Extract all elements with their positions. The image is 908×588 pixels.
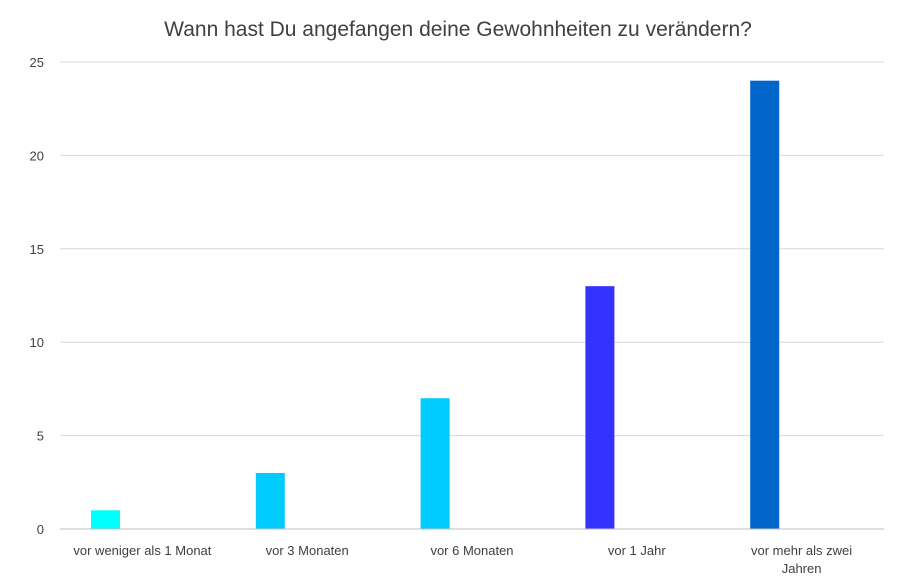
y-tick-label: 10: [30, 335, 44, 350]
x-tick-label: vor weniger als 1 Monat: [73, 543, 211, 558]
bar: [585, 286, 615, 529]
x-tick-label-line: vor 6 Monaten: [430, 543, 513, 558]
x-tick-label: vor 6 Monaten: [430, 543, 513, 558]
x-tick-label-line: vor mehr als zwei: [751, 543, 852, 558]
y-tick-label: 0: [37, 522, 44, 537]
bar: [750, 80, 780, 530]
chart-title: Wann hast Du angefangen deine Gewohnheit…: [164, 18, 752, 41]
x-tick-label-line: Jahren: [782, 561, 822, 576]
x-tick-label: vor mehr als zwei Jahren: [751, 543, 852, 576]
x-tick-label-line: vor 3 Monaten: [266, 543, 349, 558]
y-tick-label: 5: [37, 429, 44, 444]
x-tick-label: vor 3 Monaten: [266, 543, 349, 558]
x-axis-labels: vor weniger als 1 Monat vor 3 Monaten vor …: [73, 543, 852, 576]
bar: [420, 398, 450, 529]
gridlines: [60, 61, 884, 437]
bars: [91, 80, 780, 530]
bar: [255, 472, 285, 529]
x-tick-label-line: vor 1 Jahr: [608, 543, 666, 558]
x-tick-label: vor 1 Jahr: [608, 543, 666, 558]
y-tick-label: 20: [30, 148, 44, 163]
x-tick-label-line: vor weniger als 1 Monat: [73, 543, 211, 558]
bar: [91, 510, 120, 529]
y-axis-ticks: 0 5 10 15 20 25: [30, 55, 44, 537]
y-tick-label: 15: [30, 242, 44, 257]
y-tick-label: 25: [30, 55, 44, 70]
